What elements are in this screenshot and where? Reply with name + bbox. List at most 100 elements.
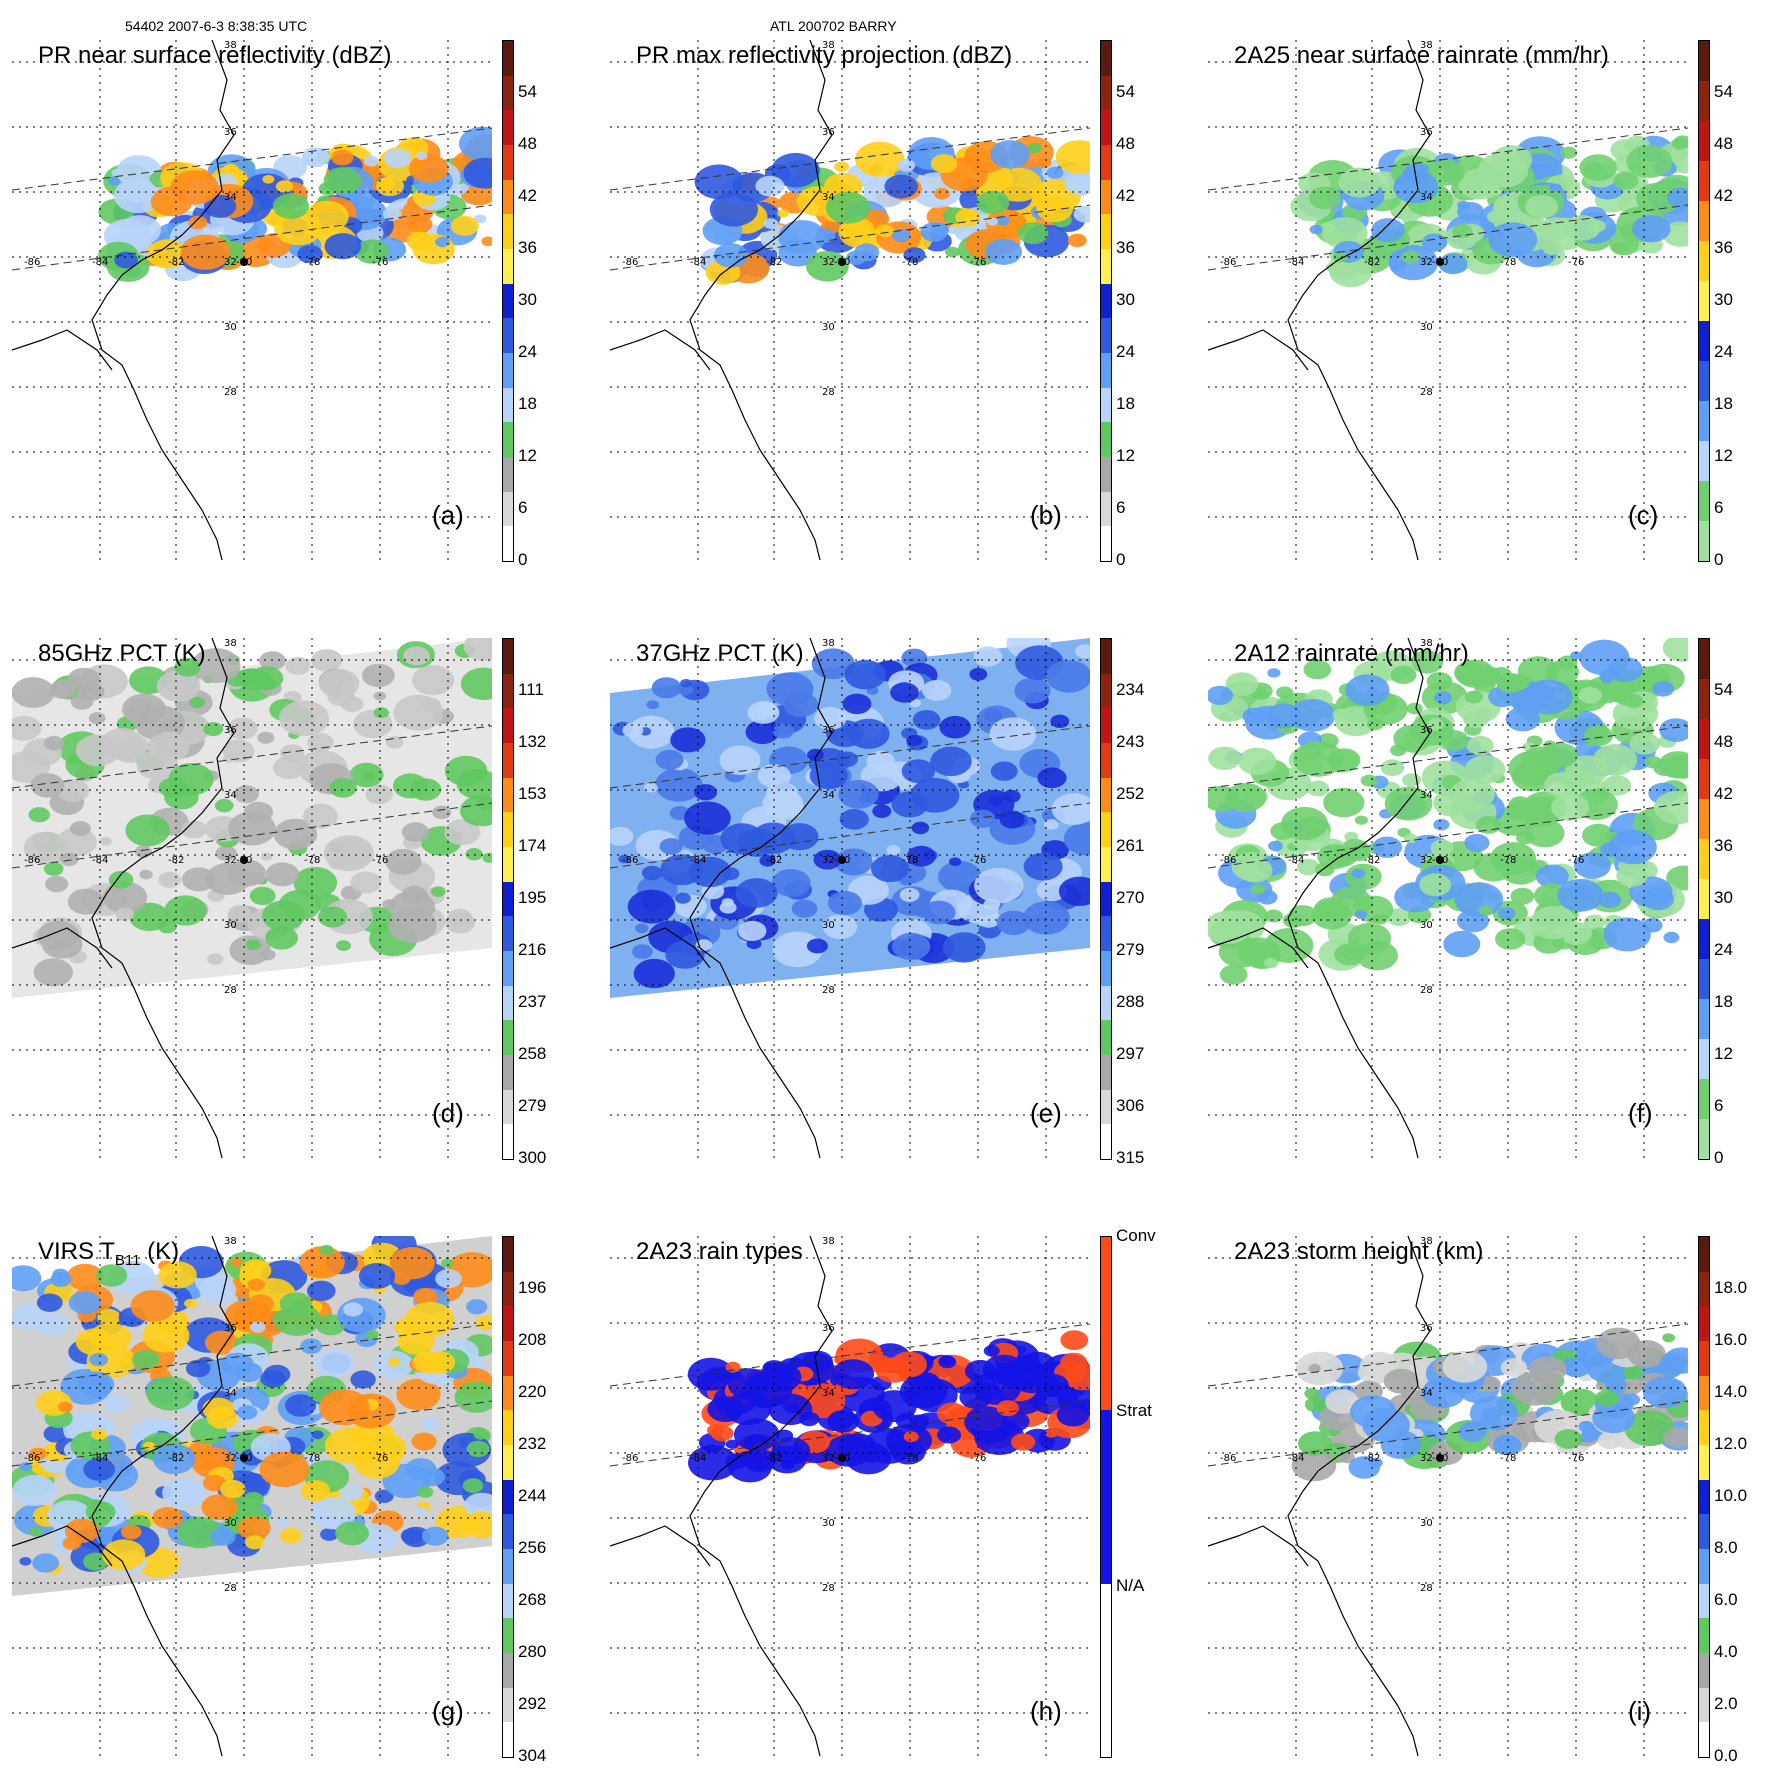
colorbar-ticks: 54 48 42 36 30 24 18 12 6 0 — [518, 40, 588, 569]
lon-label: -86 — [622, 1453, 638, 1464]
precip-cell — [755, 175, 785, 197]
precip-cell — [1045, 1428, 1058, 1438]
colorbar-segment — [503, 456, 513, 492]
lat-label: 38 — [1420, 1236, 1433, 1247]
precip-cell — [1671, 137, 1688, 150]
precip-cell — [1406, 702, 1423, 715]
precip-cell — [949, 857, 962, 866]
precip-cell — [1036, 879, 1068, 902]
colorbar-tick-label: 208 — [518, 1330, 547, 1349]
lat-label: 36 — [822, 1323, 835, 1334]
colorbar-tick-label: 54 — [518, 82, 537, 101]
precip-cell — [343, 1302, 363, 1317]
precip-cell — [1383, 1368, 1419, 1394]
precip-cell — [143, 1441, 156, 1451]
precip-cell — [909, 1414, 930, 1429]
map-plot: 38 36 34 32 30 28 -86 -84 -82 -80 -78 -76 — [1208, 1236, 1688, 1756]
lon-label: -76 — [1568, 1453, 1584, 1464]
precip-cell — [1291, 1449, 1337, 1482]
storm-center-marker — [240, 856, 248, 864]
storm-center-marker — [838, 1454, 846, 1462]
colorbar-segment — [1699, 1514, 1709, 1549]
precip-cell — [1506, 673, 1530, 691]
precip-cell — [1276, 686, 1294, 699]
precip-cell — [199, 1276, 237, 1304]
precip-cell — [694, 164, 744, 200]
precip-cell — [75, 734, 121, 767]
colorbar-tick-label: 24 — [518, 342, 537, 361]
precip-cell — [840, 217, 875, 243]
precip-cell — [393, 694, 444, 731]
precip-cell — [406, 231, 434, 251]
lat-label: 32 — [224, 257, 237, 268]
precip-cell — [892, 932, 931, 961]
lon-label: -84 — [92, 257, 108, 268]
lat-label: 38 — [224, 1236, 237, 1247]
precip-cell — [1560, 146, 1578, 159]
lon-label: -86 — [1220, 855, 1236, 866]
precip-cell — [233, 785, 259, 804]
precip-cell — [394, 1317, 422, 1337]
precip-cell — [184, 1298, 197, 1308]
precip-cell — [37, 920, 80, 951]
precip-cell — [735, 878, 778, 908]
map-plot: 38 36 34 32 30 28 -86 -84 -82 -80 -78 -76 — [12, 638, 492, 1158]
precip-cell — [1390, 665, 1417, 685]
lat-label: 34 — [1420, 192, 1433, 203]
precip-cell — [250, 1321, 266, 1333]
precip-cell — [1464, 833, 1490, 852]
colorbar-tick-label: 36 — [518, 238, 537, 257]
precip-cell — [641, 865, 663, 881]
colorbar-tick-label: 111 — [518, 680, 544, 699]
precip-cell — [1303, 659, 1332, 680]
colorbar-segment — [1699, 1652, 1709, 1688]
colorbar-tick-label: 268 — [518, 1590, 547, 1609]
colorbar — [1698, 638, 1710, 1160]
colorbar-segment — [1699, 1079, 1709, 1119]
precip-cell — [244, 1535, 265, 1550]
precip-cell — [1497, 1434, 1517, 1449]
precip-cell — [441, 1258, 454, 1268]
precip-cell — [1607, 657, 1643, 682]
precip-cell — [1208, 746, 1241, 770]
precip-cell — [1442, 1350, 1488, 1383]
precip-cell — [1623, 1364, 1644, 1380]
colorbar-tick-label: 12.0 — [1714, 1434, 1748, 1453]
colorbar-segment — [503, 1054, 513, 1090]
precip-cell — [222, 739, 255, 763]
colorbar-tick-label: 288 — [1116, 992, 1145, 1011]
precip-cell — [88, 712, 106, 725]
precip-cell — [847, 718, 890, 749]
colorbar-tick-label: 195 — [518, 888, 547, 907]
precip-cell — [1010, 1361, 1055, 1394]
precip-cell — [1225, 672, 1259, 696]
precip-cell — [1464, 690, 1483, 704]
precip-cell — [300, 1338, 322, 1354]
precip-cell — [136, 749, 178, 780]
precip-cell — [1393, 171, 1439, 204]
precip-cell — [261, 900, 305, 931]
lat-label: 38 — [1420, 638, 1433, 649]
colorbar-segment — [1101, 387, 1111, 423]
precip-cell — [191, 648, 241, 683]
colorbar-segment — [1101, 491, 1111, 527]
precip-cell — [1511, 1371, 1559, 1406]
lat-label: 30 — [1420, 1518, 1433, 1529]
panel-label: (e) — [1030, 1098, 1062, 1128]
precip-cell — [396, 1378, 441, 1411]
precip-cell — [116, 1356, 129, 1366]
colorbar — [1100, 638, 1112, 1160]
swath-edge — [1208, 802, 1688, 869]
colorbar-segment — [1699, 161, 1709, 201]
precip-cell — [363, 155, 379, 167]
precip-cell — [777, 209, 789, 218]
precip-cell — [1390, 744, 1407, 757]
precip-cell — [1050, 714, 1070, 728]
colorbar-segment — [1699, 1119, 1709, 1159]
lon-label: -76 — [372, 1453, 388, 1464]
precip-cell — [1332, 252, 1347, 263]
precip-cell — [52, 1268, 69, 1281]
precip-cell — [120, 177, 156, 203]
lat-label: 38 — [224, 638, 237, 649]
precip-cell — [635, 923, 649, 934]
